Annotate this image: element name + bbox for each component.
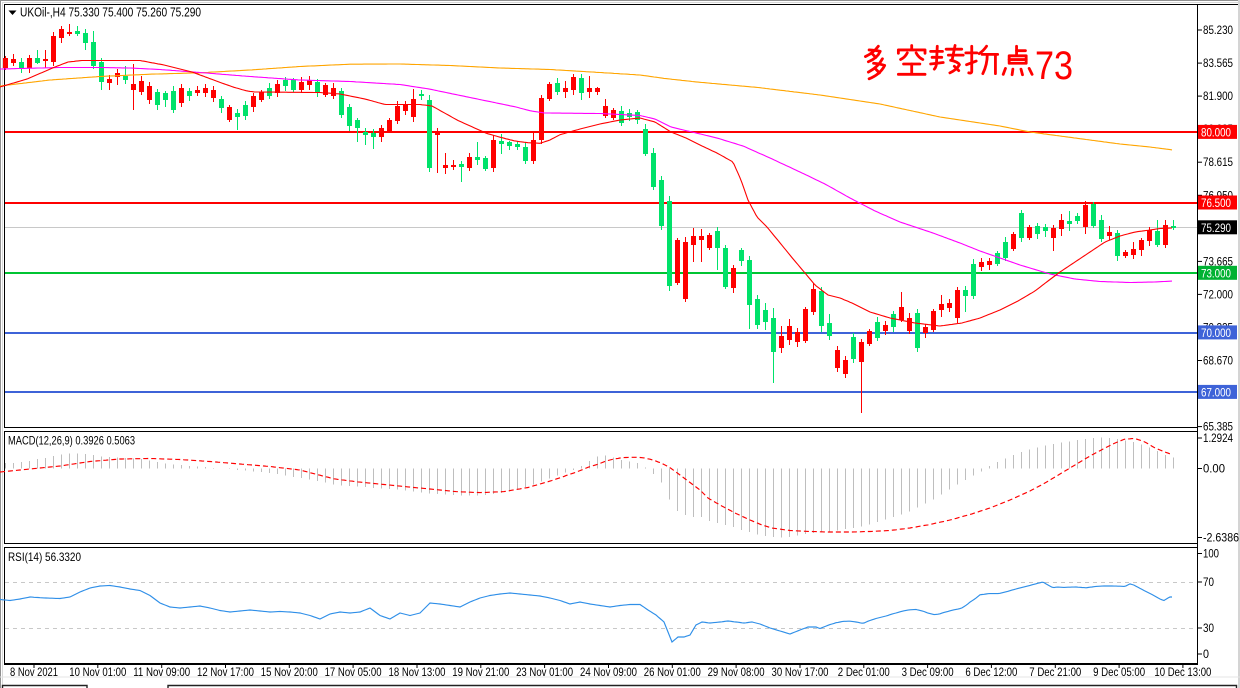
svg-text:17 Nov 05:00: 17 Nov 05:00 [325,665,382,679]
svg-text:85.230: 85.230 [1203,23,1233,37]
svg-text:RSI(14) 56.3320: RSI(14) 56.3320 [8,550,81,564]
svg-text:73: 73 [1035,44,1073,88]
svg-text:26 Nov 01:00: 26 Nov 01:00 [644,665,701,679]
svg-text:68.670: 68.670 [1203,354,1233,368]
svg-text:0: 0 [1203,647,1209,661]
svg-text:1.2924: 1.2924 [1203,431,1233,445]
svg-text:65.385: 65.385 [1203,420,1233,434]
svg-text:9 Dec 05:00: 9 Dec 05:00 [1093,665,1145,679]
svg-text:80.000: 80.000 [1201,125,1231,139]
svg-text:12 Nov 17:00: 12 Nov 17:00 [197,665,254,679]
svg-text:6 Dec 12:00: 6 Dec 12:00 [965,665,1017,679]
svg-text:100: 100 [1203,547,1219,561]
svg-text:-2.6386: -2.6386 [1203,531,1239,545]
svg-text:15 Nov 20:00: 15 Nov 20:00 [261,665,318,679]
svg-text:73.665: 73.665 [1203,254,1233,268]
svg-text:30 Nov 17:00: 30 Nov 17:00 [772,665,829,679]
svg-text:2 Dec 01:00: 2 Dec 01:00 [838,665,890,679]
svg-text:70.000: 70.000 [1201,326,1231,340]
svg-text:75.290: 75.290 [1201,221,1231,235]
svg-text:11 Nov 09:00: 11 Nov 09:00 [133,665,190,679]
svg-text:73.000: 73.000 [1201,266,1231,280]
svg-text:76.500: 76.500 [1201,196,1231,210]
svg-text:30: 30 [1203,621,1214,635]
svg-text:10 Nov 01:00: 10 Nov 01:00 [69,665,126,679]
svg-text:83.565: 83.565 [1203,56,1233,70]
svg-text:0.00: 0.00 [1203,462,1225,476]
svg-text:3 Dec 09:00: 3 Dec 09:00 [902,665,954,679]
svg-text:UKOil-,H4 75.330 75.400 75.26: UKOil-,H4 75.330 75.400 75.260 75.290 [20,6,201,20]
svg-text:70: 70 [1203,575,1214,589]
svg-text:7 Dec 21:00: 7 Dec 21:00 [1029,665,1081,679]
svg-text:23 Nov 01:00: 23 Nov 01:00 [516,665,573,679]
svg-text:72.000: 72.000 [1203,287,1233,301]
svg-text:78.615: 78.615 [1203,155,1233,169]
svg-text:19 Nov 21:00: 19 Nov 21:00 [452,665,509,679]
svg-text:67.000: 67.000 [1201,385,1231,399]
svg-text:MACD(12,26,9) 0.3926 0.5063: MACD(12,26,9) 0.3926 0.5063 [8,434,135,448]
svg-text:8 Nov 2021: 8 Nov 2021 [10,665,58,679]
svg-text:10 Dec 13:00: 10 Dec 13:00 [1154,665,1211,679]
svg-text:18 Nov 13:00: 18 Nov 13:00 [389,665,446,679]
svg-text:24 Nov 09:00: 24 Nov 09:00 [580,665,637,679]
svg-text:81.900: 81.900 [1203,89,1233,103]
svg-text:29 Nov 08:00: 29 Nov 08:00 [708,665,765,679]
